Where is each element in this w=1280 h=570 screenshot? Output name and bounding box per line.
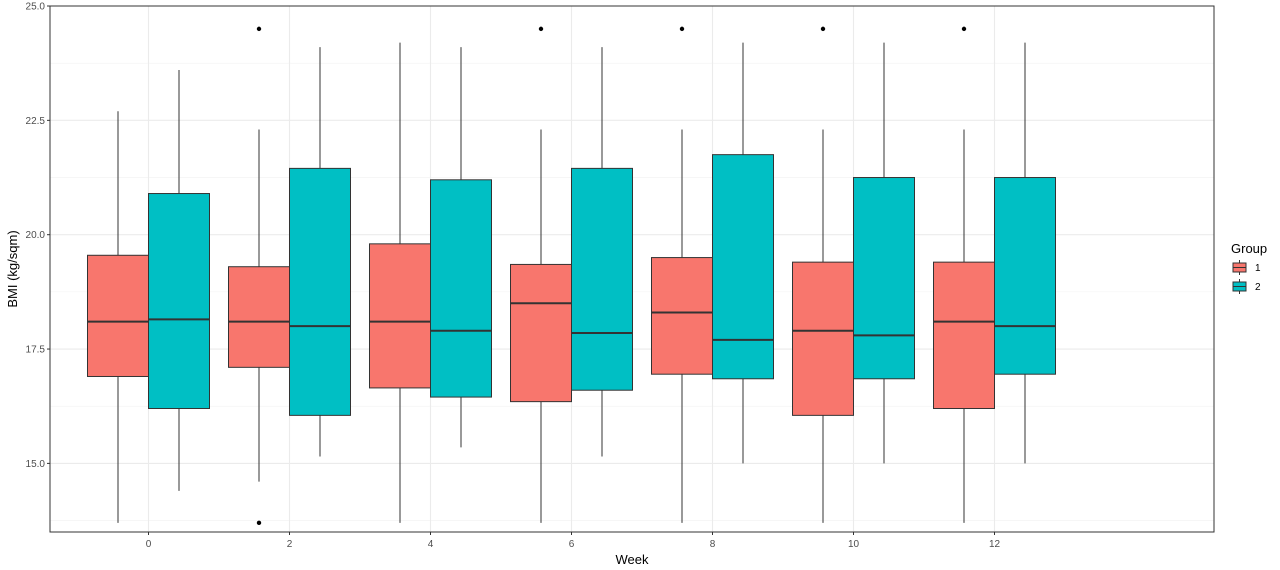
outlier-point xyxy=(961,26,967,32)
legend-title: Group xyxy=(1231,241,1267,256)
y-tick-label: 22.5 xyxy=(26,116,46,127)
box-group-2-week-8 xyxy=(712,42,774,464)
outlier-point xyxy=(679,26,685,32)
y-axis-title: BMI (kg/sqm) xyxy=(5,230,20,307)
outlier-point xyxy=(256,26,262,32)
box-group-2-week-2 xyxy=(289,47,351,457)
box-group-2-week-0 xyxy=(148,70,210,491)
x-tick-label: 4 xyxy=(428,539,434,550)
box-group-1-week-12 xyxy=(933,26,995,523)
box xyxy=(853,177,915,380)
x-tick-label: 10 xyxy=(848,539,860,550)
box xyxy=(712,154,774,380)
x-tick-label: 0 xyxy=(146,539,152,550)
box xyxy=(933,261,995,410)
legend: Group 1 2 xyxy=(1231,241,1267,295)
box-group-1-week-4 xyxy=(369,42,431,523)
outlier-point xyxy=(820,26,826,32)
box-layer xyxy=(87,26,1056,526)
x-tick-label: 6 xyxy=(569,539,575,550)
box-group-1-week-8 xyxy=(651,26,713,523)
box xyxy=(430,179,492,398)
y-tick-label: 25.0 xyxy=(26,2,46,13)
x-tick-label: 8 xyxy=(710,539,716,550)
box-group-2-week-12 xyxy=(994,42,1056,464)
box-group-2-week-10 xyxy=(853,42,915,464)
box-group-1-week-6 xyxy=(510,26,572,523)
legend-key-1 xyxy=(1231,259,1248,276)
box xyxy=(369,243,431,389)
box xyxy=(994,177,1056,375)
box xyxy=(510,263,572,403)
box xyxy=(228,266,290,368)
y-axis: 15.0 17.5 20.0 22.5 25.0 xyxy=(26,2,50,470)
x-axis-title: Week xyxy=(616,552,649,567)
box xyxy=(651,257,713,375)
box-group-1-week-0 xyxy=(87,111,149,523)
box-group-2-week-6 xyxy=(571,47,633,457)
y-tick-label: 17.5 xyxy=(26,345,46,356)
box xyxy=(87,254,149,377)
box xyxy=(792,261,854,416)
y-tick-label: 20.0 xyxy=(26,230,46,241)
legend-label: 1 xyxy=(1255,263,1261,274)
box-group-2-week-4 xyxy=(430,47,492,448)
box xyxy=(571,167,633,391)
box-group-1-week-2 xyxy=(228,26,290,526)
outlier-point xyxy=(256,520,262,526)
box-group-1-week-10 xyxy=(792,26,854,523)
legend-key-2 xyxy=(1231,278,1248,295)
x-tick-label: 2 xyxy=(287,539,293,550)
outlier-point xyxy=(538,26,544,32)
x-axis: 0 2 4 6 8 10 12 xyxy=(146,532,1001,550)
box xyxy=(289,167,351,416)
plot-panel-border xyxy=(49,5,1215,533)
legend-label: 2 xyxy=(1255,282,1261,293)
box xyxy=(148,193,210,410)
x-tick-label: 12 xyxy=(989,539,1001,550)
y-tick-label: 15.0 xyxy=(26,459,46,470)
